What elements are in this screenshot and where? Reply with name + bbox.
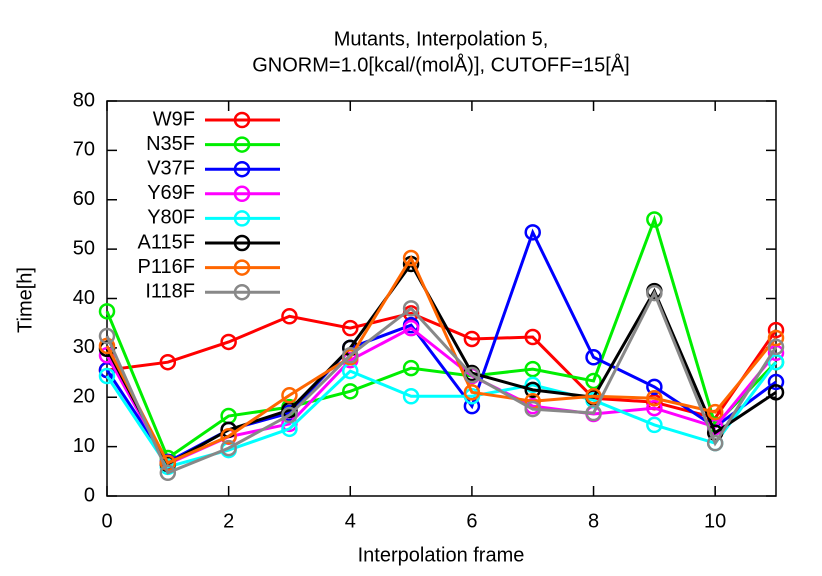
point-marker bbox=[524, 376, 541, 394]
x-tick-label: 8 bbox=[588, 510, 599, 532]
point-marker bbox=[98, 367, 116, 385]
legend-marker bbox=[233, 185, 251, 203]
point-marker bbox=[646, 399, 663, 417]
point-marker bbox=[767, 329, 785, 347]
legend-marker bbox=[233, 283, 251, 301]
point-marker bbox=[524, 400, 541, 418]
legend-marker bbox=[233, 259, 251, 276]
point-marker bbox=[767, 353, 785, 371]
plot-frame bbox=[106, 100, 777, 497]
point-marker bbox=[524, 328, 541, 346]
point-marker bbox=[706, 434, 724, 452]
legend-marker bbox=[233, 136, 251, 153]
legend-label: A115F bbox=[138, 231, 195, 253]
point-marker bbox=[220, 428, 237, 445]
point-marker bbox=[159, 353, 177, 371]
point-marker bbox=[767, 384, 785, 401]
chart-subtitle: GNORM=1.0[kcal/(molÅ)], CUTOFF=15[Å] bbox=[252, 53, 630, 76]
legend-label: W9F bbox=[153, 108, 195, 130]
series-line bbox=[105, 289, 778, 475]
x-tick-label: 10 bbox=[704, 510, 726, 532]
point-marker bbox=[402, 300, 420, 317]
x-tick-label: 2 bbox=[223, 510, 234, 532]
y-tick-label: 60 bbox=[73, 188, 95, 210]
y-tick-label: 50 bbox=[73, 237, 95, 259]
y-tick-label: 20 bbox=[73, 386, 95, 408]
y-axis-label: Time[h] bbox=[14, 267, 36, 333]
point-marker bbox=[585, 372, 602, 390]
point-marker bbox=[281, 387, 298, 404]
legend-marker bbox=[233, 234, 251, 252]
chart-title: Mutants, Interpolation 5, bbox=[334, 28, 549, 50]
legend-label: V37F bbox=[147, 157, 195, 179]
point-marker bbox=[402, 359, 420, 377]
x-tick-label: 4 bbox=[345, 510, 356, 532]
point-marker bbox=[585, 404, 602, 422]
y-tick-label: 80 bbox=[73, 89, 95, 111]
y-tick-label: 40 bbox=[73, 287, 95, 309]
point-marker bbox=[646, 284, 663, 302]
point-marker bbox=[646, 378, 663, 396]
point-marker bbox=[706, 403, 724, 421]
point-marker bbox=[767, 338, 785, 356]
y-tick-label: 70 bbox=[73, 139, 95, 161]
legend-marker bbox=[233, 111, 251, 129]
point-marker bbox=[98, 327, 116, 345]
legend-label: I118F bbox=[145, 280, 195, 302]
x-tick-label: 0 bbox=[101, 510, 112, 532]
legend-label: P116F bbox=[138, 256, 195, 278]
point-marker bbox=[646, 416, 663, 434]
x-tick-label: 6 bbox=[466, 510, 477, 532]
point-marker bbox=[463, 384, 481, 401]
legend-marker bbox=[233, 160, 251, 178]
point-marker bbox=[342, 383, 359, 400]
point-marker bbox=[524, 224, 541, 241]
point-marker bbox=[463, 366, 481, 384]
point-marker bbox=[402, 319, 420, 337]
legend-label: Y69F bbox=[147, 182, 195, 204]
legend-label: N35F bbox=[146, 133, 195, 155]
y-tick-label: 10 bbox=[73, 435, 95, 457]
point-marker bbox=[281, 308, 298, 325]
point-marker bbox=[98, 303, 116, 320]
point-marker bbox=[342, 319, 359, 337]
y-tick-label: 30 bbox=[73, 336, 95, 358]
point-marker bbox=[463, 330, 481, 348]
point-marker bbox=[220, 333, 237, 351]
series-line bbox=[105, 214, 778, 461]
point-marker bbox=[402, 249, 420, 267]
point-marker bbox=[646, 389, 663, 407]
point-marker bbox=[646, 211, 663, 228]
point-marker bbox=[402, 388, 420, 405]
point-marker bbox=[342, 347, 359, 364]
x-axis-label: Interpolation frame bbox=[358, 544, 525, 566]
point-marker bbox=[524, 360, 541, 378]
point-marker bbox=[524, 381, 541, 399]
point-marker bbox=[159, 464, 177, 482]
point-marker bbox=[220, 439, 237, 457]
point-marker bbox=[767, 321, 785, 339]
point-marker bbox=[585, 349, 602, 366]
point-marker bbox=[767, 373, 785, 391]
point-marker bbox=[281, 406, 298, 424]
legend-marker bbox=[233, 210, 251, 227]
y-tick-label: 0 bbox=[84, 484, 95, 506]
legend-label: Y80F bbox=[147, 207, 195, 229]
series-line bbox=[105, 254, 778, 465]
